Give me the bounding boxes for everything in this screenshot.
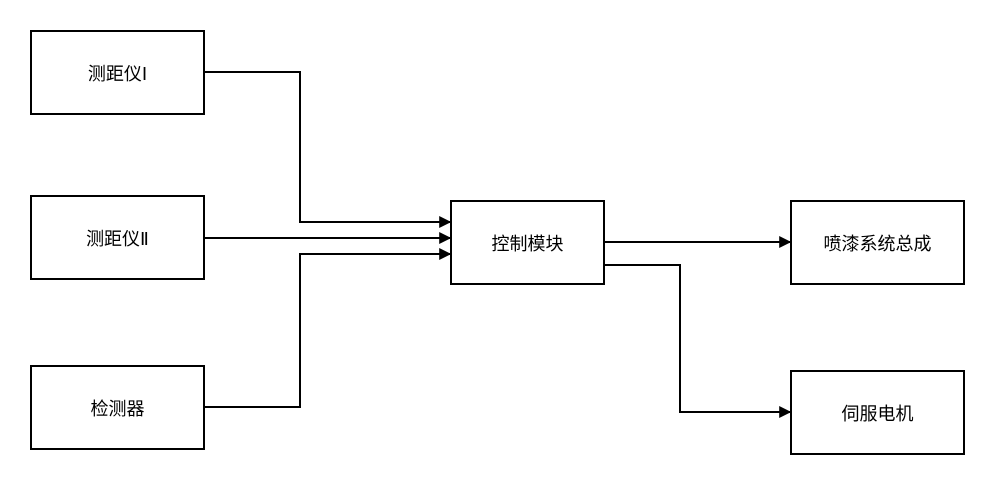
node-label: 测距仪Ⅱ [86, 225, 149, 251]
edge-detector-controller [205, 254, 450, 407]
node-paint-system: 喷漆系统总成 [790, 200, 965, 285]
node-controller: 控制模块 [450, 200, 605, 285]
node-label: 控制模块 [492, 230, 564, 256]
diagram-canvas: 测距仪Ⅰ 测距仪Ⅱ 检测器 控制模块 喷漆系统总成 伺服电机 [0, 0, 1000, 503]
edge-controller-servo [605, 265, 790, 412]
node-rangefinder-2: 测距仪Ⅱ [30, 195, 205, 280]
node-label: 测距仪Ⅰ [88, 60, 147, 86]
node-label: 喷漆系统总成 [824, 230, 932, 256]
node-servo-motor: 伺服电机 [790, 370, 965, 455]
node-detector: 检测器 [30, 365, 205, 450]
node-label: 伺服电机 [842, 400, 914, 426]
node-rangefinder-1: 测距仪Ⅰ [30, 30, 205, 115]
node-label: 检测器 [91, 395, 145, 421]
edge-rangefinder1-controller [205, 72, 450, 222]
